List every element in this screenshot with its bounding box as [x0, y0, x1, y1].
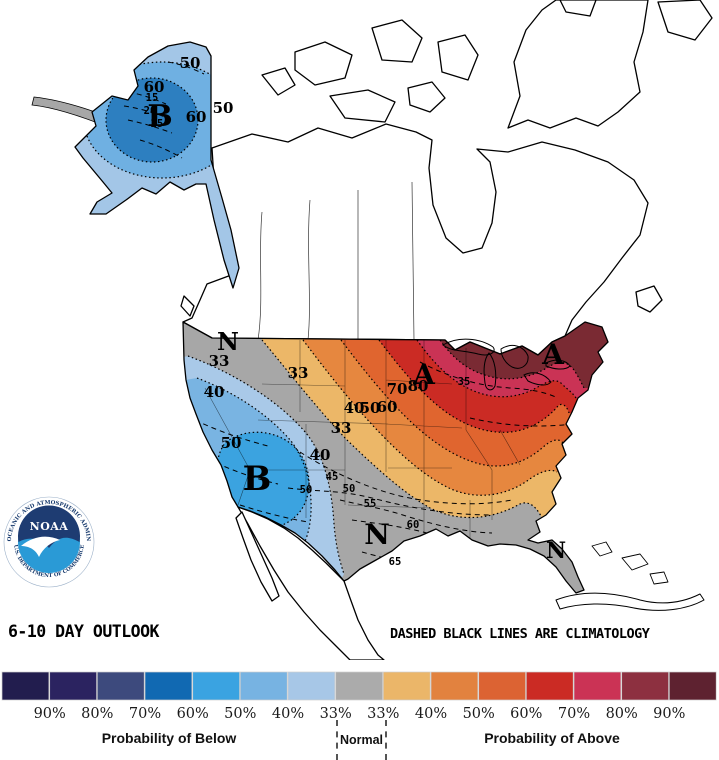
- bahamas-outline: [591, 541, 669, 585]
- region-letter-n-florida: N: [546, 538, 566, 564]
- colorbar-swatch: [573, 671, 622, 701]
- climo-label: 25: [151, 118, 164, 130]
- colorbar-swatches: [1, 671, 717, 701]
- province-borders: [257, 181, 415, 341]
- colorbar-swatch: [192, 671, 240, 701]
- prob-contour-label: 50: [221, 434, 242, 452]
- colorbar-swatch: [144, 671, 193, 701]
- great-lakes-outline: [442, 338, 571, 391]
- colorbar-swatch: [430, 671, 479, 701]
- state-borders: [204, 340, 521, 538]
- region-letter-b-southwest: B: [243, 459, 272, 499]
- climo-label: 55: [364, 498, 377, 510]
- tick-label: 60%: [510, 706, 542, 722]
- logo-sky: [18, 505, 81, 548]
- region-letters: B B A A N N N: [147, 99, 566, 564]
- logo-bird-icon: [21, 536, 60, 557]
- climo-label: 50: [343, 483, 356, 495]
- cuba-outline: [555, 592, 705, 611]
- tick-label: 80%: [606, 706, 638, 722]
- tick-label: 40%: [272, 706, 304, 722]
- climo-label: 15: [146, 92, 159, 104]
- tick-label: 50%: [463, 706, 495, 722]
- tick-label: 33%: [320, 706, 352, 722]
- noaa-logo: NATIONAL OCEANIC AND ATMOSPHERIC ADMINIS…: [3, 496, 95, 588]
- climo-label: 45: [326, 471, 339, 483]
- prob-contour-label: 40: [344, 399, 365, 417]
- probability-of-below-label: Probability of Below: [101, 730, 237, 746]
- region-letter-b-alaska: B: [147, 99, 172, 134]
- tick-label: 70%: [558, 706, 590, 722]
- tick-label: 60%: [177, 706, 209, 722]
- region-letter-a-midwest: A: [412, 358, 436, 391]
- colorbar-swatch: [239, 671, 288, 701]
- normal-label-text: Normal: [339, 733, 384, 747]
- vancouver-island-outline: [180, 295, 195, 317]
- probability-contours: [187, 339, 585, 575]
- prob-contour-label: 60: [377, 398, 398, 416]
- colorbar-swatch: [49, 671, 97, 701]
- prob-contour-label: 50: [360, 399, 381, 417]
- tick-label: 70%: [129, 706, 161, 722]
- newfoundland-outline: [635, 285, 663, 313]
- above-80-band: [428, 322, 608, 388]
- map-area: B B A A N N N 50 60 60 50 33 40 50 40 33…: [3, 0, 713, 760]
- conus-outline: [182, 321, 609, 594]
- prob-contour-label: 33: [209, 352, 230, 370]
- colorbar: 90% 80% 70% 60% 50% 40% 33% 33% 40% 50% …: [1, 671, 717, 722]
- prob-contour-label: 60: [186, 108, 207, 126]
- prob-contour-label: 70: [387, 380, 408, 398]
- prob-contour-label: 60: [144, 78, 165, 96]
- logo-org-text: NOAA: [30, 520, 69, 533]
- baja-outline: [235, 511, 280, 602]
- prob-contour-label: 40: [310, 446, 331, 464]
- tick-label: 90%: [34, 706, 66, 722]
- tick-label: 33%: [367, 706, 399, 722]
- colorbar-swatch: [96, 671, 145, 701]
- arctic-islands: [261, 19, 479, 123]
- colorbar-swatch: [621, 671, 669, 701]
- caribbean-outlines: [555, 541, 705, 611]
- prob-contour-label: 50: [180, 54, 201, 72]
- colorbar-ticks: 90% 80% 70% 60% 50% 40% 33% 33% 40% 50% …: [34, 706, 686, 722]
- colorbar-swatch: [335, 671, 383, 701]
- prob-contour-label: 50: [213, 99, 234, 117]
- note-line-1: DASHED BLACK LINES ARE CLIMATOLOGY: [390, 626, 650, 642]
- prob-contour-label: 40: [204, 383, 225, 401]
- tick-label: 40%: [415, 706, 447, 722]
- probability-of-above-label: Probability of Above: [484, 730, 620, 746]
- colorbar-swatch: [668, 671, 717, 701]
- climatology-labels: 15 20 25 35 45 50 50 55 60 65: [144, 92, 471, 568]
- region-letter-a-northeast: A: [541, 338, 565, 371]
- alaska-outline: [74, 41, 240, 289]
- colorbar-swatch: [478, 671, 526, 701]
- climo-label: 50: [300, 484, 313, 496]
- climo-label: 35: [458, 376, 471, 388]
- tick-label: 80%: [81, 706, 113, 722]
- tick-label: 50%: [224, 706, 256, 722]
- greenland-outline: [507, 0, 713, 129]
- region-letter-n-south: N: [364, 518, 390, 551]
- legend-area: 90% 80% 70% 60% 50% 40% 33% 33% 40% 50% …: [0, 660, 719, 760]
- climo-label: 60: [407, 519, 420, 531]
- colorbar-swatch: [382, 671, 431, 701]
- colorbar-swatch: [287, 671, 336, 701]
- prob-contour-label: 33: [288, 364, 309, 382]
- climo-label: 65: [389, 556, 402, 568]
- map-canvas: B B A A N N N 50 60 60 50 33 40 50 40 33…: [31, 0, 713, 660]
- title-line-1: 6-10 DAY OUTLOOK: [8, 622, 159, 641]
- colorbar-swatch: [525, 671, 574, 701]
- prob-contour-label: 80: [408, 377, 429, 395]
- tick-label: 90%: [653, 706, 685, 722]
- colorbar-swatch: [1, 671, 50, 701]
- prob-contour-label: 33: [331, 419, 352, 437]
- normal-label: Normal: [336, 720, 387, 760]
- region-letter-n-northwest: N: [217, 327, 239, 356]
- climo-label: 20: [144, 105, 157, 117]
- mexico-outline: [235, 506, 385, 660]
- probability-contour-labels: 50 60 60 50 33 40 50 40 33 33 40 50 60 7…: [144, 54, 429, 464]
